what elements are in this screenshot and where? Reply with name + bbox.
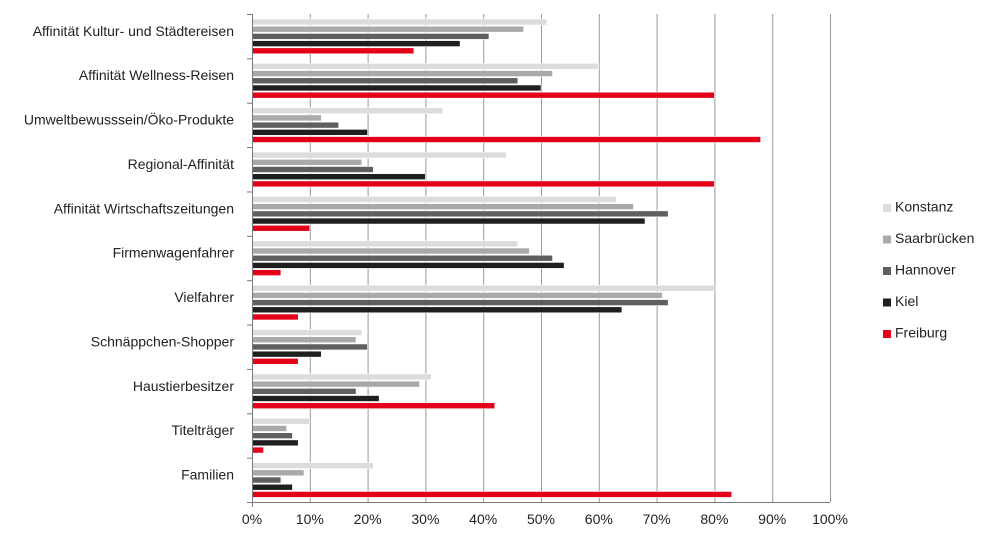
bar-konstanz (251, 462, 374, 469)
bar-saarbr-cken (251, 336, 357, 344)
bar-konstanz (251, 63, 600, 70)
bar-kiel (251, 217, 646, 225)
category-label: Vielfahrer (174, 289, 234, 305)
x-tick-labels: 0% 10% 20% 30% 40% 50% 60% 70% 80% 90% 100% (242, 511, 848, 527)
x-tick-label: 40% (469, 511, 497, 527)
x-tick-label: 10% (296, 511, 324, 527)
x-tick-label: 80% (700, 511, 728, 527)
bar-konstanz (251, 151, 507, 159)
bar-saarbr-cken (251, 425, 287, 432)
bar-freiburg (251, 224, 311, 232)
bar-hannover (251, 343, 368, 351)
bar-kiel (251, 395, 380, 402)
legend-label: Saarbrücken (895, 230, 974, 246)
bar-saarbr-cken (251, 380, 420, 388)
bar-hannover (251, 210, 669, 218)
bar-saarbr-cken (251, 469, 305, 477)
bar-konstanz (251, 18, 548, 26)
bar-hannover (251, 77, 519, 85)
legend-label: Konstanz (895, 199, 953, 215)
category-labels: Affinität Kultur- und Städtereisen Affini… (24, 23, 234, 483)
legend-swatch (883, 204, 891, 212)
bar-hannover (251, 33, 490, 40)
bar-kiel (251, 350, 322, 358)
bar-konstanz (251, 417, 311, 425)
legend-swatch (883, 298, 891, 307)
axes (247, 14, 830, 507)
category-label: Familien (181, 467, 234, 483)
bar-konstanz (251, 196, 617, 203)
bar-freiburg (251, 358, 299, 365)
bar-saarbr-cken (251, 203, 634, 210)
bar-hannover (251, 388, 357, 395)
category-label: Affinität Wirtschaftszeitungen (54, 200, 234, 216)
bar-konstanz (251, 107, 444, 115)
category-label: Haustierbesitzer (133, 378, 234, 394)
legend-label: Kiel (895, 293, 918, 309)
category-label: Umweltbewusssein/Öko-Produkte (24, 111, 234, 128)
bar-saarbr-cken (251, 247, 530, 255)
bars (251, 18, 761, 498)
legend-label: Hannover (895, 262, 956, 278)
bar-freiburg (251, 446, 264, 454)
bar-saarbr-cken (251, 25, 524, 33)
bar-freiburg (251, 269, 282, 276)
bar-freiburg (251, 136, 761, 143)
bar-freiburg (251, 180, 715, 188)
bar-kiel (251, 40, 461, 47)
category-label: Firmenwagenfahrer (113, 245, 235, 261)
bar-kiel (251, 439, 299, 447)
legend-swatch (883, 330, 891, 338)
bar-konstanz (251, 284, 715, 292)
legend-swatch (883, 235, 891, 244)
bar-kiel (251, 129, 368, 136)
bar-hannover (251, 254, 553, 262)
bar-hannover (251, 299, 669, 306)
legend-label: Freiburg (895, 325, 947, 341)
category-label: Affinität Kultur- und Städtereisen (33, 23, 234, 39)
category-label: Regional-Affinität (128, 156, 234, 172)
category-label: Schnäppchen-Shopper (91, 333, 235, 349)
x-tick-label: 100% (812, 511, 848, 527)
x-tick-label: 90% (758, 511, 786, 527)
bar-kiel (251, 262, 565, 269)
bar-freiburg (251, 402, 496, 410)
bar-saarbr-cken (251, 158, 363, 166)
bar-freiburg (251, 91, 715, 99)
bar-hannover (251, 432, 293, 439)
bar-freiburg (251, 47, 415, 55)
bar-hannover (251, 476, 282, 484)
bar-kiel (251, 84, 542, 92)
bar-kiel (251, 483, 293, 491)
x-tick-label: 30% (411, 511, 439, 527)
bar-saarbr-cken (251, 292, 663, 299)
bar-freiburg (251, 491, 733, 498)
x-tick-label: 20% (354, 511, 382, 527)
bar-konstanz (251, 329, 363, 336)
bar-hannover (251, 166, 374, 173)
legend-swatch (883, 267, 891, 275)
x-tick-label: 70% (643, 511, 671, 527)
bar-konstanz (251, 373, 432, 381)
x-tick-label: 60% (585, 511, 613, 527)
legend: Konstanz Saarbrücken Hannover Kiel Freiburg (883, 199, 974, 341)
bar-konstanz (251, 240, 519, 248)
bar-kiel (251, 306, 623, 314)
bar-hannover (251, 121, 339, 129)
bar-freiburg (251, 313, 299, 321)
x-tick-label: 50% (527, 511, 555, 527)
bar-saarbr-cken (251, 114, 322, 122)
x-tick-label: 0% (242, 511, 262, 527)
category-label: Affinität Wellness-Reisen (79, 67, 234, 83)
category-label: Titelträger (171, 422, 234, 438)
bar-saarbr-cken (251, 70, 553, 77)
bar-kiel (251, 173, 426, 180)
